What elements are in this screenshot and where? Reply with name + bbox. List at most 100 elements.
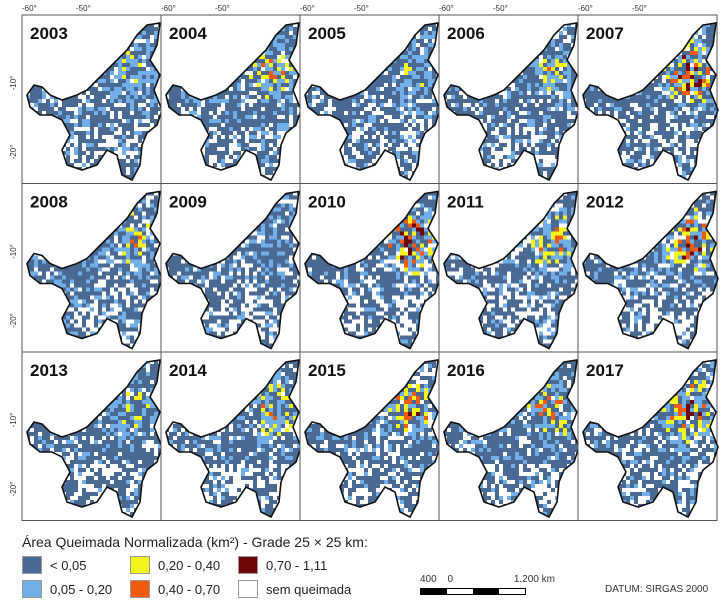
burn-cell (662, 103, 666, 107)
burn-cell (277, 79, 281, 83)
burn-cell (241, 283, 245, 288)
burn-cell (686, 87, 690, 91)
burn-cell (455, 87, 459, 91)
burn-cell (94, 135, 98, 139)
burn-cell (269, 243, 273, 248)
burn-cell (638, 135, 642, 139)
burn-cell (297, 107, 301, 111)
burn-cell (368, 95, 372, 99)
burn-cell (622, 159, 626, 163)
burn-cell (424, 75, 428, 79)
burn-cell (134, 159, 138, 163)
burn-cell (126, 239, 130, 244)
burn-cell (62, 119, 66, 123)
burn-cell (146, 115, 150, 119)
burn-cell (710, 107, 714, 111)
burn-cell (74, 143, 78, 147)
burn-cell (265, 291, 269, 296)
burn-cell (257, 131, 261, 135)
burn-cell (269, 75, 273, 79)
burn-cell (102, 279, 106, 284)
burn-cell (253, 135, 257, 139)
burn-cell (118, 103, 122, 107)
burn-cell (698, 79, 702, 83)
burn-cell (249, 283, 253, 288)
burn-cell (567, 123, 571, 127)
burn-cell (551, 83, 555, 87)
burn-cell (221, 263, 225, 268)
burn-cell (261, 123, 265, 127)
burn-cell (507, 159, 511, 163)
burn-cell (213, 119, 217, 123)
burn-cell (416, 59, 420, 63)
burn-cell (90, 315, 94, 320)
burn-cell (487, 155, 491, 159)
burn-cell (479, 147, 483, 151)
burn-cell (86, 131, 90, 135)
burn-cell (217, 319, 221, 324)
burn-cell (531, 139, 535, 143)
burn-cell (106, 295, 110, 300)
burn-cell (670, 75, 674, 79)
burn-cell (106, 275, 110, 280)
burn-cell (66, 323, 70, 328)
burn-cell (400, 143, 404, 147)
burn-cell (245, 283, 249, 288)
burn-cell (559, 91, 563, 95)
burn-cell (269, 331, 273, 336)
burn-cell (74, 295, 78, 300)
burn-cell (420, 227, 424, 232)
burn-cell (130, 47, 134, 51)
burn-cell (130, 99, 134, 103)
burn-cell (197, 99, 201, 103)
burn-cell (241, 87, 245, 91)
burn-cell (702, 83, 706, 87)
burn-cell (412, 251, 416, 256)
burn-cell (388, 103, 392, 107)
burn-cell (551, 79, 555, 83)
burn-cell (42, 259, 46, 264)
burn-cell (78, 299, 82, 304)
burn-cell (142, 259, 146, 264)
burn-cell (273, 147, 277, 151)
burn-cell (82, 127, 86, 131)
burn-cell (507, 151, 511, 155)
burn-cell (507, 91, 511, 95)
burn-cell (257, 79, 261, 83)
burn-cell (463, 103, 467, 107)
burn-cell (626, 155, 630, 159)
burn-cell (74, 127, 78, 131)
burn-cell (229, 263, 233, 268)
burn-cell (146, 91, 150, 95)
burn-cell (86, 279, 90, 284)
burn-cell (384, 131, 388, 135)
burn-cell (400, 91, 404, 95)
burn-cell (126, 139, 130, 143)
burn-cell (515, 155, 519, 159)
burn-cell (229, 323, 233, 328)
burn-cell (181, 107, 185, 111)
burn-cell (261, 335, 265, 340)
burn-cell (293, 71, 297, 75)
burn-cell (551, 59, 555, 63)
burn-cell (269, 59, 273, 63)
burn-cell (225, 331, 229, 336)
burn-cell (396, 107, 400, 111)
burn-cell (559, 95, 563, 99)
burn-cell (424, 91, 428, 95)
burn-cell (98, 295, 102, 300)
burn-cell (138, 71, 142, 75)
burn-cell (78, 323, 82, 328)
burn-cell (78, 95, 82, 99)
burn-cell (221, 299, 225, 304)
burn-cell (106, 315, 110, 320)
burn-cell (114, 79, 118, 83)
burn-cell (142, 243, 146, 248)
burn-cell (114, 307, 118, 312)
burn-cell (281, 275, 285, 280)
burn-cell (424, 99, 428, 103)
burn-cell (130, 283, 134, 288)
burn-cell (412, 91, 416, 95)
burn-cell (364, 143, 368, 147)
burn-cell (241, 255, 245, 260)
